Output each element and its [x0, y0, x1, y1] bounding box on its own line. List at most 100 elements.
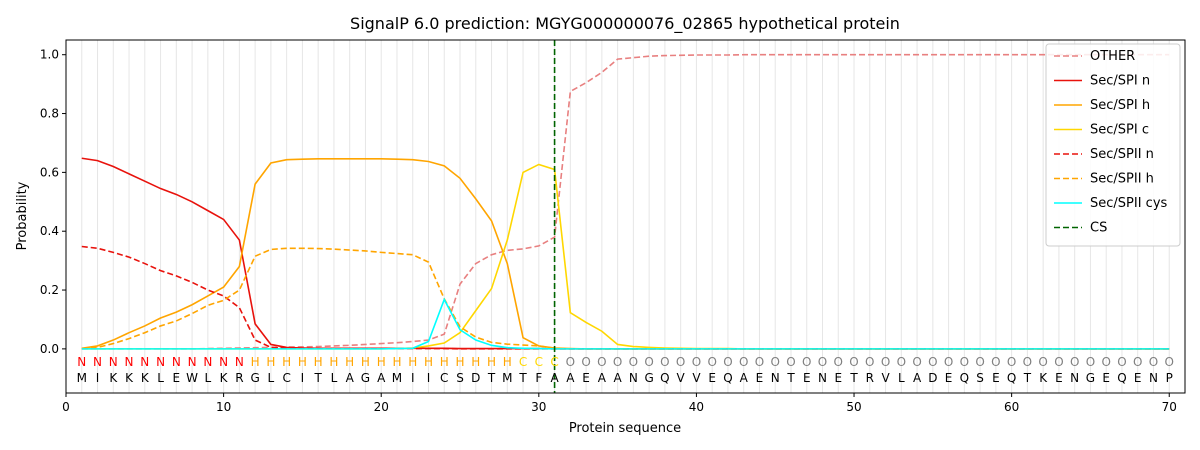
residue-label: E [173, 371, 181, 385]
residue-label: C [282, 371, 290, 385]
residue-label: L [331, 371, 338, 385]
region-label: H [455, 355, 464, 369]
x-tick-label: 30 [531, 400, 546, 414]
residue-label: E [1102, 371, 1110, 385]
residue-label: T [1023, 371, 1032, 385]
region-label: H [503, 355, 512, 369]
residue-label: P [1166, 371, 1173, 385]
legend-label: CS [1090, 221, 1107, 236]
residue-label: E [1134, 371, 1142, 385]
region-label: O [597, 355, 606, 369]
residue-label: R [866, 371, 874, 385]
residue-label: K [220, 371, 229, 385]
region-label: O [676, 355, 685, 369]
region-label: H [282, 355, 291, 369]
region-label: O [581, 355, 590, 369]
region-label: C [550, 355, 558, 369]
region-label: O [739, 355, 748, 369]
region-label: N [109, 355, 118, 369]
residue-label: A [740, 371, 749, 385]
chart-title: SignalP 6.0 prediction: MGYG000000076_02… [350, 14, 900, 34]
region-label: N [77, 355, 86, 369]
y-axis-label: Probability [15, 181, 30, 250]
legend-label: Sec/SPI c [1090, 123, 1149, 138]
x-tick-label: 50 [846, 400, 861, 414]
legend: OTHER Sec/SPI n Sec/SPI h Sec/SPI c Sec/SPII… [1045, 43, 1181, 247]
residue-label: E [708, 371, 716, 385]
region-label: O [692, 355, 701, 369]
residue-label: M [502, 371, 512, 385]
residue-label: E [756, 371, 764, 385]
residue-label: Q [960, 371, 969, 385]
y-tick-label: 0.8 [40, 107, 59, 121]
legend-box [1045, 43, 1181, 247]
residue-label: E [1055, 371, 1063, 385]
region-label: H [329, 355, 338, 369]
residue-label: A [566, 371, 575, 385]
residue-label: A [346, 371, 355, 385]
region-label: O [613, 355, 622, 369]
region-label: O [834, 355, 843, 369]
region-label: H [266, 355, 275, 369]
residue-label: T [518, 371, 527, 385]
region-label: O [1054, 355, 1063, 369]
region-label: O [865, 355, 874, 369]
region-label: O [660, 355, 669, 369]
residue-label: F [535, 371, 542, 385]
residue-label: G [361, 371, 370, 385]
residue-label: N [818, 371, 827, 385]
region-label: O [1007, 355, 1016, 369]
region-label: O [897, 355, 906, 369]
region-label: N [219, 355, 228, 369]
legend-label: Sec/SPII cys [1090, 196, 1168, 211]
residue-label: I [411, 371, 415, 385]
axis-ticks: 0 10 20 30 40 50 60 70 0.0 0.2 0.4 0.6 0.8 1.0 [40, 48, 1177, 414]
residue-label: I [96, 371, 100, 385]
y-tick-label: 0.6 [40, 165, 59, 179]
residue-label: D [471, 371, 480, 385]
residue-label: M [392, 371, 402, 385]
region-label: O [644, 355, 653, 369]
residue-label: R [235, 371, 243, 385]
residue-label: T [313, 371, 322, 385]
residue-label: G [1086, 371, 1095, 385]
region-label: O [566, 355, 575, 369]
region-label: O [960, 355, 969, 369]
region-label: O [849, 355, 858, 369]
residue-label: N [1070, 371, 1079, 385]
region-label: O [755, 355, 764, 369]
region-label: O [770, 355, 779, 369]
region-label: N [188, 355, 197, 369]
residue-label: E [582, 371, 590, 385]
region-label: H [440, 355, 449, 369]
x-tick-label: 0 [62, 400, 70, 414]
x-tick-label: 60 [1004, 400, 1019, 414]
legend-label: OTHER [1090, 49, 1135, 64]
residue-label: V [677, 371, 686, 385]
region-label: H [408, 355, 417, 369]
x-tick-label: 10 [216, 400, 231, 414]
region-label: H [377, 355, 386, 369]
residue-label: K [141, 371, 150, 385]
series-line-sec-spii-cys [81, 297, 1170, 350]
residue-label: A [913, 371, 922, 385]
series-lines [81, 40, 1170, 393]
legend-label: Sec/SPII h [1090, 172, 1154, 187]
region-label: C [519, 355, 527, 369]
y-tick-label: 1.0 [40, 48, 59, 62]
y-tick-label: 0.4 [40, 224, 59, 238]
x-tick-label: 70 [1162, 400, 1177, 414]
region-label: H [487, 355, 496, 369]
region-label: O [912, 355, 921, 369]
region-label: O [944, 355, 953, 369]
x-axis-label: Protein sequence [569, 421, 681, 436]
region-label: C [535, 355, 543, 369]
region-label: O [818, 355, 827, 369]
residue-label: S [456, 371, 464, 385]
residue-label: E [834, 371, 842, 385]
region-label: O [1086, 355, 1095, 369]
residue-label: D [928, 371, 937, 385]
residue-label: C [440, 371, 448, 385]
residue-label: K [125, 371, 134, 385]
